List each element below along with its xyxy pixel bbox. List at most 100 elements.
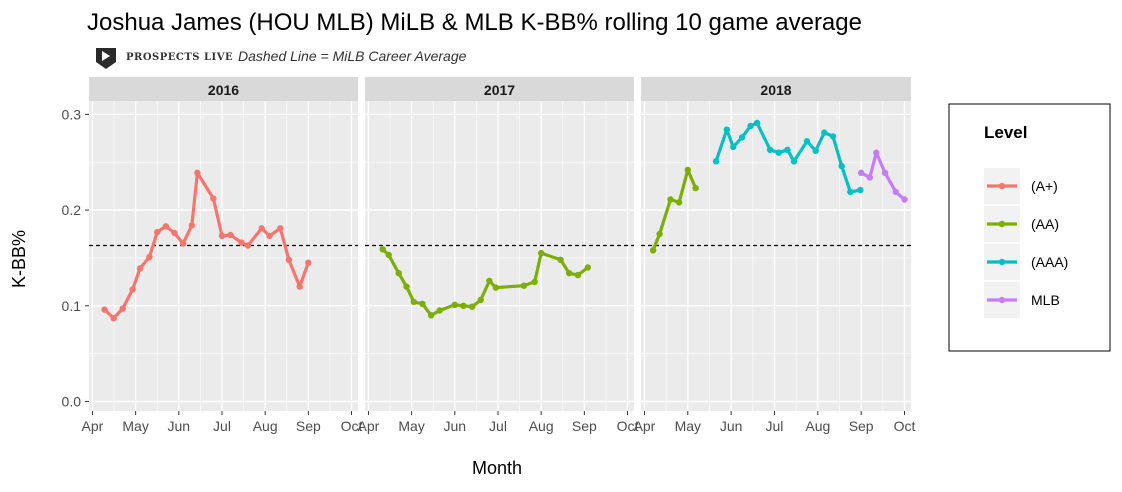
data-point [403, 283, 410, 290]
data-point [892, 188, 899, 196]
legend-item: (A+) [984, 168, 1058, 204]
data-point [194, 169, 201, 176]
data-point [188, 222, 195, 229]
chart-title: Joshua James (HOU MLB) MiLB & MLB K-BB% … [87, 9, 862, 36]
legend-title: Level [984, 123, 1027, 142]
data-point [538, 249, 545, 257]
data-point [146, 253, 153, 261]
legend: Level (A+) (AA) (AAA) MLB [948, 103, 1111, 352]
data-point [136, 265, 144, 272]
x-tick-label: Jun [444, 418, 467, 434]
data-point [684, 166, 691, 174]
data-point [477, 296, 484, 304]
data-point [162, 223, 170, 230]
data-point [296, 283, 303, 290]
logo-play-icon [102, 51, 110, 61]
data-point [692, 184, 699, 192]
facet-strip-label: 2018 [760, 82, 791, 98]
logo-text: PROSPECTS LIVE [126, 52, 233, 63]
data-point [723, 126, 730, 133]
data-point [566, 270, 573, 277]
data-point [747, 122, 754, 130]
data-point [451, 301, 458, 308]
data-point [784, 146, 791, 153]
data-point [803, 138, 811, 145]
legend-item: MLB [984, 282, 1060, 318]
data-point [277, 225, 284, 232]
x-tick-label: May [675, 418, 701, 434]
data-point [730, 143, 737, 151]
data-point [492, 284, 499, 291]
legend-label: (AA) [1031, 216, 1059, 232]
data-point [119, 305, 126, 312]
x-tick-label: Oct [617, 418, 639, 434]
data-point [858, 169, 865, 176]
data-point [468, 303, 476, 310]
data-point [486, 277, 493, 285]
data-point [873, 149, 880, 156]
x-tick-label: Apr [634, 418, 656, 434]
data-point [574, 271, 582, 279]
data-point [584, 264, 591, 271]
data-point [790, 158, 798, 165]
facet-strip-label: 2016 [208, 82, 239, 98]
y-tick-label: 0.2 [62, 202, 82, 218]
series-aa-2017 [379, 246, 591, 319]
legend-label: (AAA) [1031, 254, 1068, 270]
x-tick-label: Oct [341, 418, 363, 434]
data-point [812, 147, 819, 154]
data-point [649, 247, 657, 254]
legend-key-point [998, 258, 1006, 266]
data-point [210, 195, 217, 202]
legend-key-point [998, 182, 1006, 190]
data-point [395, 270, 402, 277]
x-tick-label: Jul [766, 418, 784, 434]
x-tick-label: Apr [82, 418, 104, 434]
data-point [531, 278, 538, 285]
plot-background [641, 101, 911, 411]
legend-key-point [998, 220, 1006, 228]
y-axis-title: K-BB% [9, 230, 29, 288]
data-point [436, 307, 443, 314]
x-tick-label: Oct [894, 418, 916, 434]
data-point [218, 232, 226, 240]
chart-subtitle: Dashed Line = MiLB Career Average [238, 48, 467, 64]
facet-strip-label: 2017 [484, 82, 515, 98]
x-tick-label: Aug [253, 418, 278, 434]
data-point [379, 246, 386, 253]
prospects-live-logo: PROSPECTS LIVE [96, 48, 233, 69]
plot-background [365, 101, 634, 411]
legend-key-point [998, 296, 1006, 304]
legend-box [948, 103, 1111, 352]
data-point [244, 242, 252, 249]
data-point [821, 129, 828, 136]
data-point [154, 228, 161, 236]
data-point [258, 225, 265, 232]
data-point [753, 119, 761, 127]
x-tick-label: Jun [168, 418, 191, 434]
panel-2016: 2016 Apr May Jun Jul Aug Sep Oct [82, 77, 363, 434]
data-point [667, 196, 674, 203]
data-point [775, 149, 782, 156]
data-point [866, 174, 873, 181]
data-point [179, 240, 187, 247]
data-point [460, 302, 467, 309]
data-point [881, 169, 889, 176]
facet-strip [641, 77, 911, 101]
data-point [766, 146, 774, 153]
x-tick-label: Jun [720, 418, 743, 434]
x-tick-label: Jul [489, 418, 507, 434]
data-point [110, 315, 117, 322]
panel-2017: 2017 Apr May Jun Jul Aug Sep Oct [358, 77, 639, 434]
data-point [171, 229, 178, 237]
facet-strip [89, 77, 358, 101]
data-point [101, 306, 108, 313]
data-point [738, 134, 746, 141]
y-tick-label: 0.3 [62, 106, 82, 122]
data-point [656, 230, 663, 238]
data-point [857, 186, 864, 194]
data-point [385, 251, 392, 259]
data-point [410, 298, 417, 306]
x-tick-label: Sep [296, 418, 321, 434]
